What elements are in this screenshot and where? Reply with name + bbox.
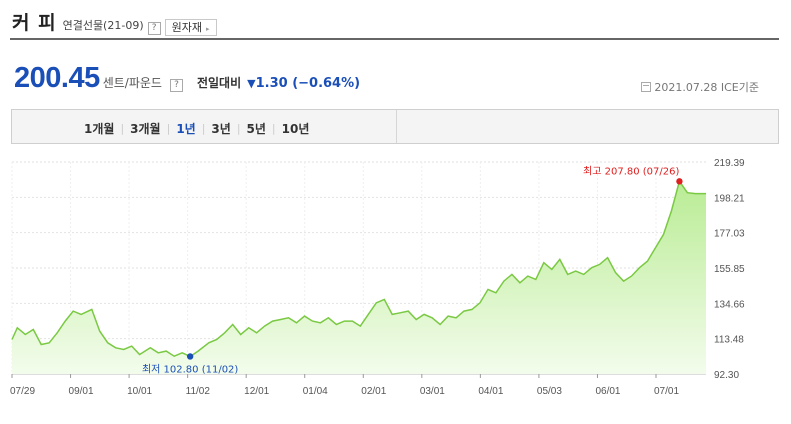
header-divider — [10, 38, 779, 40]
x-tick-label: 07/29 — [10, 386, 35, 397]
high-point-marker — [676, 178, 683, 185]
period-separator: | — [201, 122, 206, 135]
y-tick-label: 177.03 — [714, 229, 745, 240]
period-tab[interactable]: 3년 — [211, 122, 231, 136]
period-tab[interactable]: 5년 — [246, 122, 266, 136]
commodity-button-label: 원자재 — [171, 21, 202, 34]
y-tick-label: 134.66 — [714, 299, 745, 310]
down-arrow-icon: ▼ — [247, 77, 256, 90]
x-axis: 07/29 09/01 10/01 11/02 12/01 01/04 02/01 03/01… — [10, 374, 679, 397]
quote-date: 2021.07.28 ICE기준 — [641, 79, 759, 95]
y-tick-label: 155.85 — [714, 264, 745, 275]
price-chart: 219.39 198.21 177.03 155.85 134.66 113.48 92.3… — [0, 150, 791, 424]
calendar-icon — [641, 82, 652, 92]
period-tab[interactable]: 3개월 — [130, 122, 161, 136]
header: 커 피 연결선물(21-09) ? 원자재 ▸ — [12, 8, 217, 36]
y-tick-label: 198.21 — [714, 193, 745, 204]
contract-subtitle: 연결선물(21-09) — [62, 19, 144, 32]
x-tick-label: 01/04 — [303, 386, 328, 397]
page-title: 커 피 — [12, 12, 57, 34]
quote-date-value: 2021.07.28 — [654, 80, 718, 94]
x-tick-label: 07/01 — [654, 386, 679, 397]
current-price: 200.45 — [14, 62, 100, 94]
quote-source: ICE기준 — [720, 81, 759, 94]
period-separator: | — [120, 122, 125, 135]
period-bar-divider — [396, 110, 397, 143]
price-unit: 센트/파운드 — [102, 76, 162, 90]
x-tick-label: 06/01 — [595, 386, 620, 397]
change-label: 전일대비 — [196, 76, 242, 90]
x-tick-label: 10/01 — [127, 386, 152, 397]
high-annotation: 최고 207.80 (07/26) — [583, 165, 679, 177]
period-tab[interactable]: 10년 — [281, 122, 310, 136]
change-value: ▼1.30 (−0.64%) — [247, 76, 360, 91]
price-area — [12, 181, 706, 374]
y-tick-label: 92.30 — [714, 370, 739, 381]
y-tick-label: 219.39 — [714, 158, 745, 169]
y-tick-label: 113.48 — [714, 335, 744, 346]
price-line — [11, 179, 706, 358]
quote-row: 200.45 센트/파운드 ? 전일대비 ▼1.30 (−0.64%) — [14, 62, 360, 96]
period-tab-list: 1개월 | 3개월 | 1년 | 3년 | 5년 | 10년 — [84, 120, 309, 137]
low-point-marker — [186, 353, 194, 360]
change-amount: 1.30 (−0.64%) — [255, 76, 361, 91]
period-tabs: 1개월 | 3개월 | 1년 | 3년 | 5년 | 10년 — [11, 109, 779, 144]
period-tab[interactable]: 1개월 — [84, 122, 115, 136]
price-chart-svg: 219.39 198.21 177.03 155.85 134.66 113.48 92.3… — [10, 158, 745, 397]
x-tick-label: 09/01 — [69, 386, 94, 397]
chevron-right-icon: ▸ — [205, 25, 210, 33]
x-tick-label: 05/03 — [537, 386, 562, 397]
period-tab[interactable]: 1년 — [176, 122, 196, 136]
x-tick-label: 12/01 — [244, 386, 269, 397]
help-icon[interactable]: ? — [147, 22, 161, 35]
chart-annotations: 최고 207.80 (07/26) 최저 102.80 (11/02) — [142, 165, 683, 375]
commodity-button[interactable]: 원자재 ▸ — [164, 19, 217, 36]
low-annotation: 최저 102.80 (11/02) — [142, 363, 238, 375]
unit-help-icon[interactable]: ? — [169, 79, 183, 92]
x-tick-label: 03/01 — [420, 386, 445, 397]
x-tick-label: 02/01 — [361, 386, 386, 397]
period-separator: | — [271, 122, 276, 135]
x-tick-label: 11/02 — [186, 386, 211, 397]
y-axis: 219.39 198.21 177.03 155.85 134.66 113.48 92.3… — [714, 158, 745, 381]
period-separator: | — [236, 122, 241, 135]
period-separator: | — [166, 122, 171, 135]
x-tick-label: 04/01 — [478, 386, 503, 397]
